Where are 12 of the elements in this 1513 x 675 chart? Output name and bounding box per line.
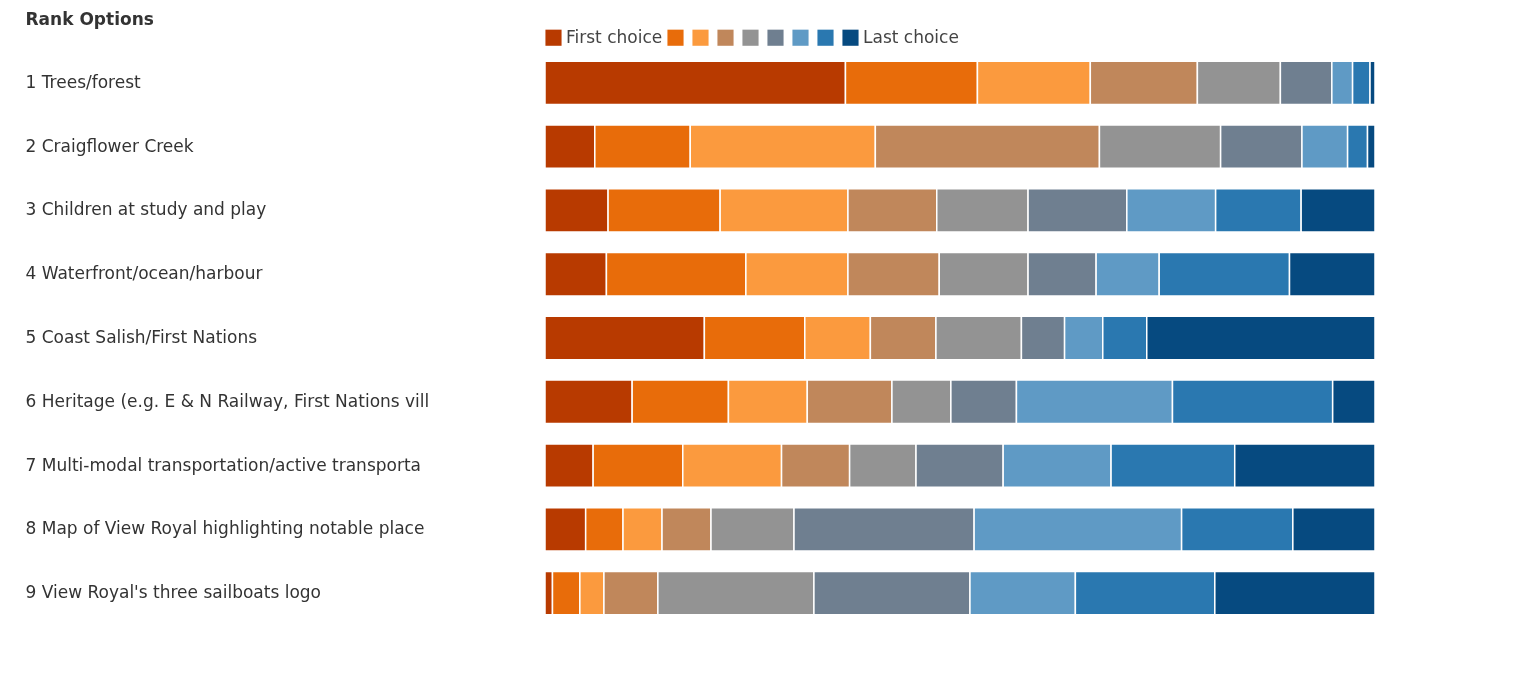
y-tick-label: 9 View Royal's three sailboats logo <box>25 582 321 603</box>
legend-label: Last choice <box>863 26 959 47</box>
y-tick-label: 5 Coast Salish/First Nations <box>25 327 258 347</box>
y-tick-label: 2 Craigflower Creek <box>25 135 194 156</box>
legend-label: First choice <box>566 26 663 47</box>
y-tick-label: 1 Trees/forest <box>25 71 142 92</box>
y-tick-label: 8 Map of View Royal highlighting notable place <box>25 518 425 539</box>
y-tick-label: 4 Waterfront/ocean/harbour <box>25 263 263 284</box>
y-tick-label: 3 Children at study and play <box>25 199 267 220</box>
y-axis-title: Rank Options <box>25 8 154 29</box>
y-tick-label: 6 Heritage (e.g. E & N Railway, First Nations vill <box>25 390 430 411</box>
y-tick-label: 7 Multi-modal transportation/active transporta <box>25 454 422 475</box>
